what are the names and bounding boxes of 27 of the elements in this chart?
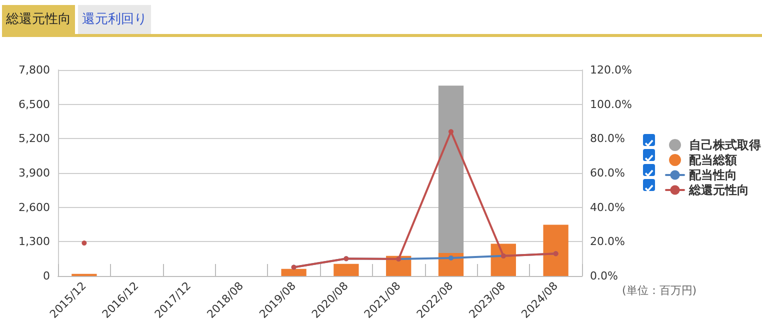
y2-tick-label: 60.0% <box>590 166 625 180</box>
bar <box>281 268 306 276</box>
y-tick-label: 6,500 <box>18 98 50 111</box>
point <box>82 240 87 246</box>
y-tick-label: 3,900 <box>18 166 50 180</box>
y2-tick-label: 40.0% <box>590 200 625 214</box>
y-tick-label: 2,600 <box>18 200 50 214</box>
bar <box>543 224 568 276</box>
bar <box>334 264 359 276</box>
y-tick-label: 5,200 <box>18 132 50 146</box>
legend-label: 総還元性向 <box>688 183 749 197</box>
y2-tick-label: 0.0% <box>590 270 618 282</box>
y2-tick-label: 20.0% <box>590 235 625 248</box>
bar <box>438 86 464 254</box>
point <box>448 255 454 260</box>
y-tick-label: 7,800 <box>18 64 50 76</box>
y2-tick-label: 120.0% <box>590 64 632 76</box>
chart-title: 総還元性向 <box>2 5 75 34</box>
text: (単位：百万円) <box>622 283 697 298</box>
y2-tick-label: 80.0% <box>590 132 625 146</box>
y-tick-label: 0 <box>43 270 50 282</box>
legend-label: 自己株式取得 <box>689 138 761 152</box>
y-tick-label: 1,300 <box>18 235 50 248</box>
chart-subtitle: 還元利回り <box>78 5 151 34</box>
legend-label: 配当総額 <box>689 153 737 167</box>
y2-tick-label: 100.0% <box>590 98 632 111</box>
legend-label: 配当性向 <box>689 168 737 182</box>
